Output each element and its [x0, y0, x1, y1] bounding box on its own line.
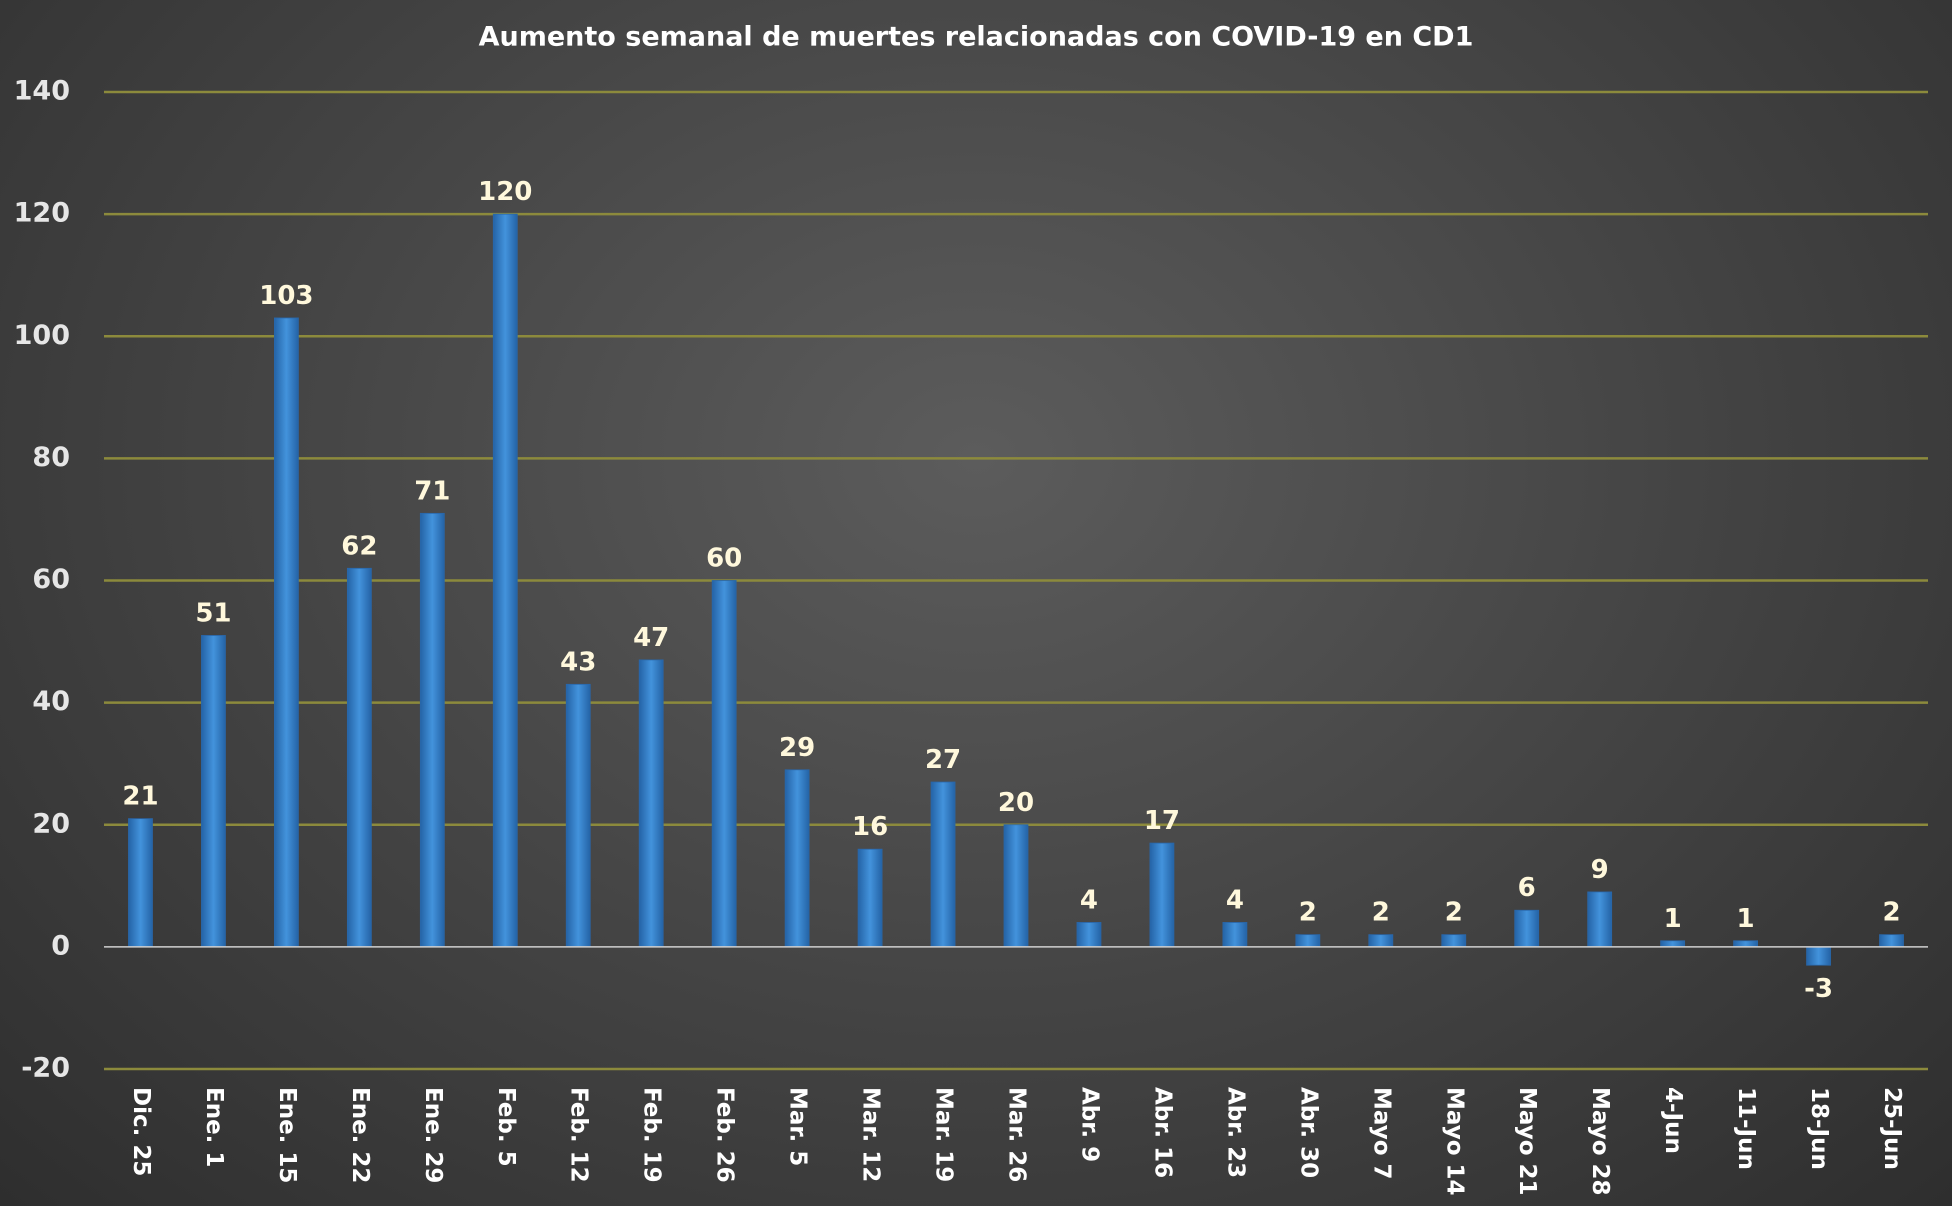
x-tick-label: 18-Jun — [1806, 1087, 1832, 1170]
y-tick-label: 40 — [32, 686, 70, 717]
data-label: 2 — [1372, 898, 1390, 928]
x-tick-label: Feb. 26 — [712, 1087, 738, 1183]
bars — [128, 213, 1904, 966]
bar — [1806, 946, 1831, 966]
data-label: 9 — [1591, 855, 1609, 885]
bar — [1879, 934, 1904, 948]
data-label: 6 — [1518, 873, 1536, 903]
bar — [1149, 842, 1175, 948]
data-label: 27 — [925, 745, 961, 775]
data-label: 29 — [779, 733, 815, 763]
y-tick-label: -20 — [21, 1053, 70, 1084]
bar — [857, 848, 883, 948]
data-label: -3 — [1804, 974, 1833, 1004]
bar — [1368, 934, 1394, 948]
x-tick-label: Mayo 21 — [1514, 1087, 1540, 1196]
x-tick-label: Feb. 19 — [639, 1087, 665, 1183]
data-label: 2 — [1445, 898, 1463, 928]
x-tick-label: Ene. 22 — [347, 1087, 373, 1183]
bar — [1441, 934, 1467, 948]
x-tick-label: Mayo 7 — [1368, 1087, 1394, 1180]
y-tick-label: 140 — [14, 76, 70, 107]
data-label: 1 — [1664, 904, 1682, 934]
x-tick-label: Mar. 12 — [858, 1087, 884, 1182]
data-label: 1 — [1737, 904, 1755, 934]
y-tick-label: 100 — [14, 320, 70, 351]
x-tick-label: Mayo 28 — [1587, 1087, 1613, 1196]
data-label: 16 — [852, 812, 888, 842]
x-axis: Dic. 25 Ene. 1 Ene. 15 Ene. 22 Ene. 29 Feb. 5… — [128, 1087, 1905, 1196]
y-axis: 140 120 100 80 60 40 20 0 -20 — [14, 76, 70, 1084]
y-tick-label: 120 — [14, 198, 70, 229]
x-tick-label: Mayo 14 — [1441, 1087, 1467, 1196]
data-labels: 21 51 103 62 71 120 43 47 60 29 16 27 20 4 17 4 2 2 2 6 9 1 1 -… — [122, 177, 1900, 1004]
gridlines — [104, 90, 1928, 1071]
x-tick-label: Ene. 29 — [420, 1087, 446, 1183]
bar — [711, 580, 737, 948]
x-tick-label: 11-Jun — [1733, 1087, 1759, 1170]
x-tick-label: Dic. 25 — [128, 1087, 154, 1176]
y-tick-label: 0 — [51, 930, 70, 961]
bar — [930, 781, 956, 948]
data-label: 51 — [195, 598, 231, 628]
bar — [1222, 922, 1248, 948]
bar — [346, 567, 372, 948]
x-tick-label: Ene. 1 — [201, 1087, 227, 1167]
data-label: 43 — [560, 647, 596, 677]
x-tick-label: Mar. 26 — [1004, 1087, 1030, 1182]
bar — [638, 659, 664, 948]
data-label: 60 — [706, 544, 742, 574]
x-tick-label: Abr. 9 — [1076, 1087, 1102, 1162]
x-tick-label: Feb. 12 — [566, 1087, 592, 1183]
y-tick-label: 80 — [32, 442, 70, 473]
bar — [273, 317, 299, 948]
x-tick-label: Mar. 19 — [931, 1087, 957, 1182]
x-tick-label: 4-Jun — [1660, 1087, 1686, 1154]
x-tick-label: 25-Jun — [1879, 1087, 1905, 1170]
x-tick-label: Feb. 5 — [493, 1087, 519, 1167]
data-label: 17 — [1144, 806, 1180, 836]
data-label: 21 — [122, 782, 158, 812]
bar — [1295, 934, 1321, 948]
bar — [201, 635, 226, 948]
data-label: 120 — [478, 177, 532, 207]
x-tick-label: Mar. 5 — [785, 1087, 811, 1166]
bar — [1660, 940, 1686, 948]
x-tick-label: Abr. 16 — [1149, 1087, 1175, 1178]
data-label: 103 — [259, 281, 313, 311]
data-label: 20 — [998, 788, 1034, 818]
data-label: 71 — [414, 476, 450, 506]
data-label: 47 — [633, 623, 669, 653]
bar — [565, 683, 591, 948]
bar — [1514, 909, 1540, 948]
data-label: 4 — [1080, 885, 1098, 915]
bar — [784, 769, 810, 948]
bar — [492, 213, 518, 948]
bar — [1733, 940, 1758, 948]
x-tick-label: Ene. 15 — [274, 1087, 300, 1183]
bar — [1587, 891, 1613, 948]
chart-title: Aumento semanal de muertes relacionadas … — [479, 22, 1474, 53]
data-label: 2 — [1299, 898, 1317, 928]
y-tick-label: 60 — [32, 564, 70, 595]
data-label: 4 — [1226, 885, 1244, 915]
bar — [128, 818, 153, 948]
bar — [1003, 824, 1029, 948]
bar — [1076, 922, 1102, 948]
x-tick-label: Abr. 23 — [1222, 1087, 1248, 1178]
bar — [419, 512, 445, 948]
data-label: 62 — [341, 531, 377, 561]
y-tick-label: 20 — [32, 808, 70, 839]
x-tick-label: Abr. 30 — [1295, 1087, 1321, 1178]
data-label: 2 — [1882, 898, 1900, 928]
